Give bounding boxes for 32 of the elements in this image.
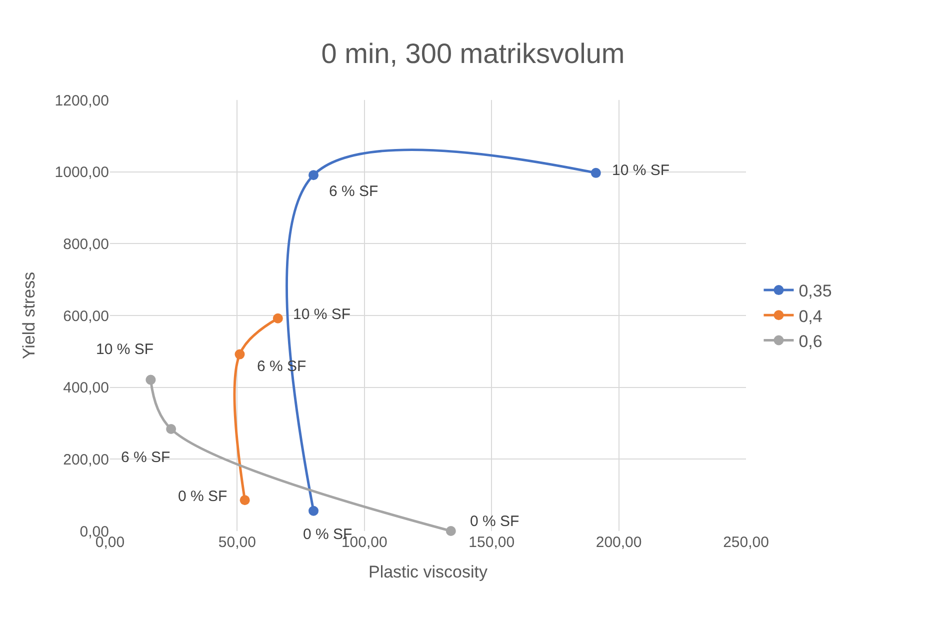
point [308,506,319,516]
annotation: 10 % SF [612,162,670,179]
x-tick-label: 200,00 [596,534,642,551]
point [590,168,601,178]
y-tick-label: 800,00 [63,236,109,253]
point [146,374,156,385]
y-tick-label: 200,00 [63,451,109,468]
y-tick-label: 1000,00 [54,164,109,182]
point [308,170,319,180]
legend-label: 0,6 [798,332,822,351]
annotation: 6 % SF [121,449,170,466]
y-tick-label: 400,00 [63,380,109,397]
x-axis-title: Plastic viscosity [368,562,488,582]
annotation: 6 % SF [329,183,378,200]
legend-label: 0,4 [798,306,822,326]
annotation: 10 % SF [96,341,154,358]
point [166,424,176,434]
chart-title: 0 min, 300 matriksvolum [321,38,625,70]
annotation: 0 % SF [470,513,520,530]
x-tick-label: 150,00 [468,534,515,551]
annotation: 0 % SF [178,488,228,505]
y-tick-label: 1200,00 [54,92,109,110]
point [234,349,245,360]
point [446,526,456,536]
y-axis-title: Yield stress [19,272,38,360]
point [272,313,283,324]
annotation: 10 % SF [293,306,351,323]
y-tick-label: 600,00 [63,308,109,325]
legend-label: 0,35 [798,282,832,301]
point [240,495,250,506]
x-tick-label: 50,00 [218,534,256,551]
x-tick-label: 250,00 [723,534,769,551]
